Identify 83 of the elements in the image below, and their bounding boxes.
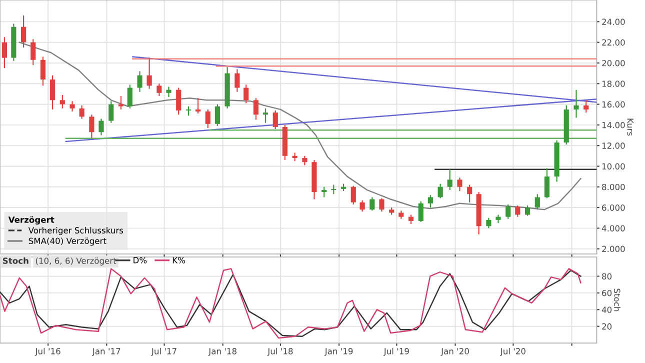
- candlestick: [79, 104, 84, 120]
- candlestick: [137, 70, 142, 92]
- legend-label: D%: [134, 257, 147, 264]
- candlestick: [195, 98, 201, 114]
- candlestick: [253, 98, 259, 120]
- candlestick: [370, 196, 375, 212]
- x-tick-label: Jan '19: [324, 348, 353, 356]
- candlestick: [156, 83, 162, 97]
- y-tick-label: 14.00: [602, 122, 625, 128]
- candlestick: [146, 57, 152, 90]
- candlestick: [467, 184, 472, 203]
- candlestick: [21, 14, 26, 48]
- candlestick: [205, 108, 210, 129]
- candlestick: [534, 194, 540, 210]
- candlestick: [408, 214, 414, 225]
- candlestick: [30, 38, 36, 66]
- y-tick-label: 4.000: [602, 225, 625, 232]
- candlestick: [486, 217, 492, 229]
- candlestick: [127, 84, 132, 109]
- candlestick: [166, 86, 172, 98]
- candlestick: [418, 200, 424, 223]
- y-tick-label: 10.00: [602, 163, 625, 170]
- candlestick: [272, 110, 278, 130]
- x-tick-label: Jan '18: [208, 348, 236, 356]
- x-tick-label: Jul '20: [500, 348, 526, 356]
- y-tick-label: 8.000: [602, 184, 625, 190]
- candlestick: [70, 100, 75, 112]
- x-tick-label: Jul '18: [267, 348, 293, 356]
- x-tick-label: Jul '19: [383, 348, 409, 356]
- candlestick: [244, 84, 249, 104]
- legend-label: Vorheriger Schlusskurs: [28, 227, 124, 236]
- y-tick-label: 2.000: [602, 246, 625, 252]
- y-tick-label: 6.000: [602, 204, 625, 211]
- candlestick: [515, 204, 520, 218]
- y-tick-label: 18.00: [602, 80, 625, 87]
- candlestick: [98, 118, 104, 136]
- candlestick: [447, 168, 452, 191]
- candlestick: [186, 106, 192, 116]
- y-axis-title: Stoch: [614, 288, 620, 312]
- x-tick-label: Jul '17: [151, 348, 176, 356]
- candlestick: [214, 104, 220, 127]
- candlestick: [50, 74, 56, 110]
- y-tick-label: 20.00: [602, 60, 625, 66]
- legend-label: K%: [172, 257, 186, 264]
- candlestick: [544, 168, 550, 199]
- candlestick: [350, 185, 356, 205]
- y-tick-label: 80: [602, 273, 612, 280]
- candlestick: [302, 155, 308, 166]
- y-axis-title: Kurs: [627, 118, 634, 136]
- x-tick-label: Jan '20: [440, 348, 469, 356]
- y-tick-label: 20: [602, 323, 612, 330]
- legend-label: SMA(40) Verzögert: [28, 238, 106, 246]
- y-tick-label: 16.00: [602, 101, 625, 108]
- candlestick: [331, 184, 336, 195]
- x-tick-label: Jan '17: [92, 348, 120, 356]
- y-tick-label: 60: [602, 290, 612, 296]
- y-tick-label: 22.00: [602, 39, 625, 46]
- y-tick-label: 40: [602, 306, 612, 313]
- candlestick: [379, 198, 384, 212]
- candlestick: [360, 200, 365, 212]
- candlestick: [118, 95, 124, 110]
- chart-title: Stoch: [2, 257, 28, 264]
- candlestick: [438, 183, 443, 199]
- candlestick: [234, 68, 240, 92]
- chart-subtitle: (10, 6, 6) Verzögert: [36, 257, 116, 266]
- candlestick: [457, 177, 462, 192]
- y-tick-label: 24.00: [602, 18, 625, 25]
- candlestick: [322, 186, 327, 198]
- x-tick-label: Jul '16: [34, 348, 60, 356]
- candlestick: [2, 36, 8, 69]
- candlestick: [524, 204, 530, 216]
- y-tick-label: 12.00: [602, 142, 625, 149]
- candlestick: [262, 108, 268, 124]
- candlestick: [176, 87, 182, 116]
- candlestick: [574, 89, 579, 118]
- candlestick: [40, 56, 46, 86]
- candlestick: [89, 114, 94, 139]
- candlestick: [428, 194, 433, 208]
- candlestick: [584, 100, 589, 114]
- candlestick: [506, 204, 511, 220]
- candlestick: [60, 94, 65, 109]
- candlestick: [108, 100, 114, 124]
- legend-title: Verzögert: [8, 216, 54, 225]
